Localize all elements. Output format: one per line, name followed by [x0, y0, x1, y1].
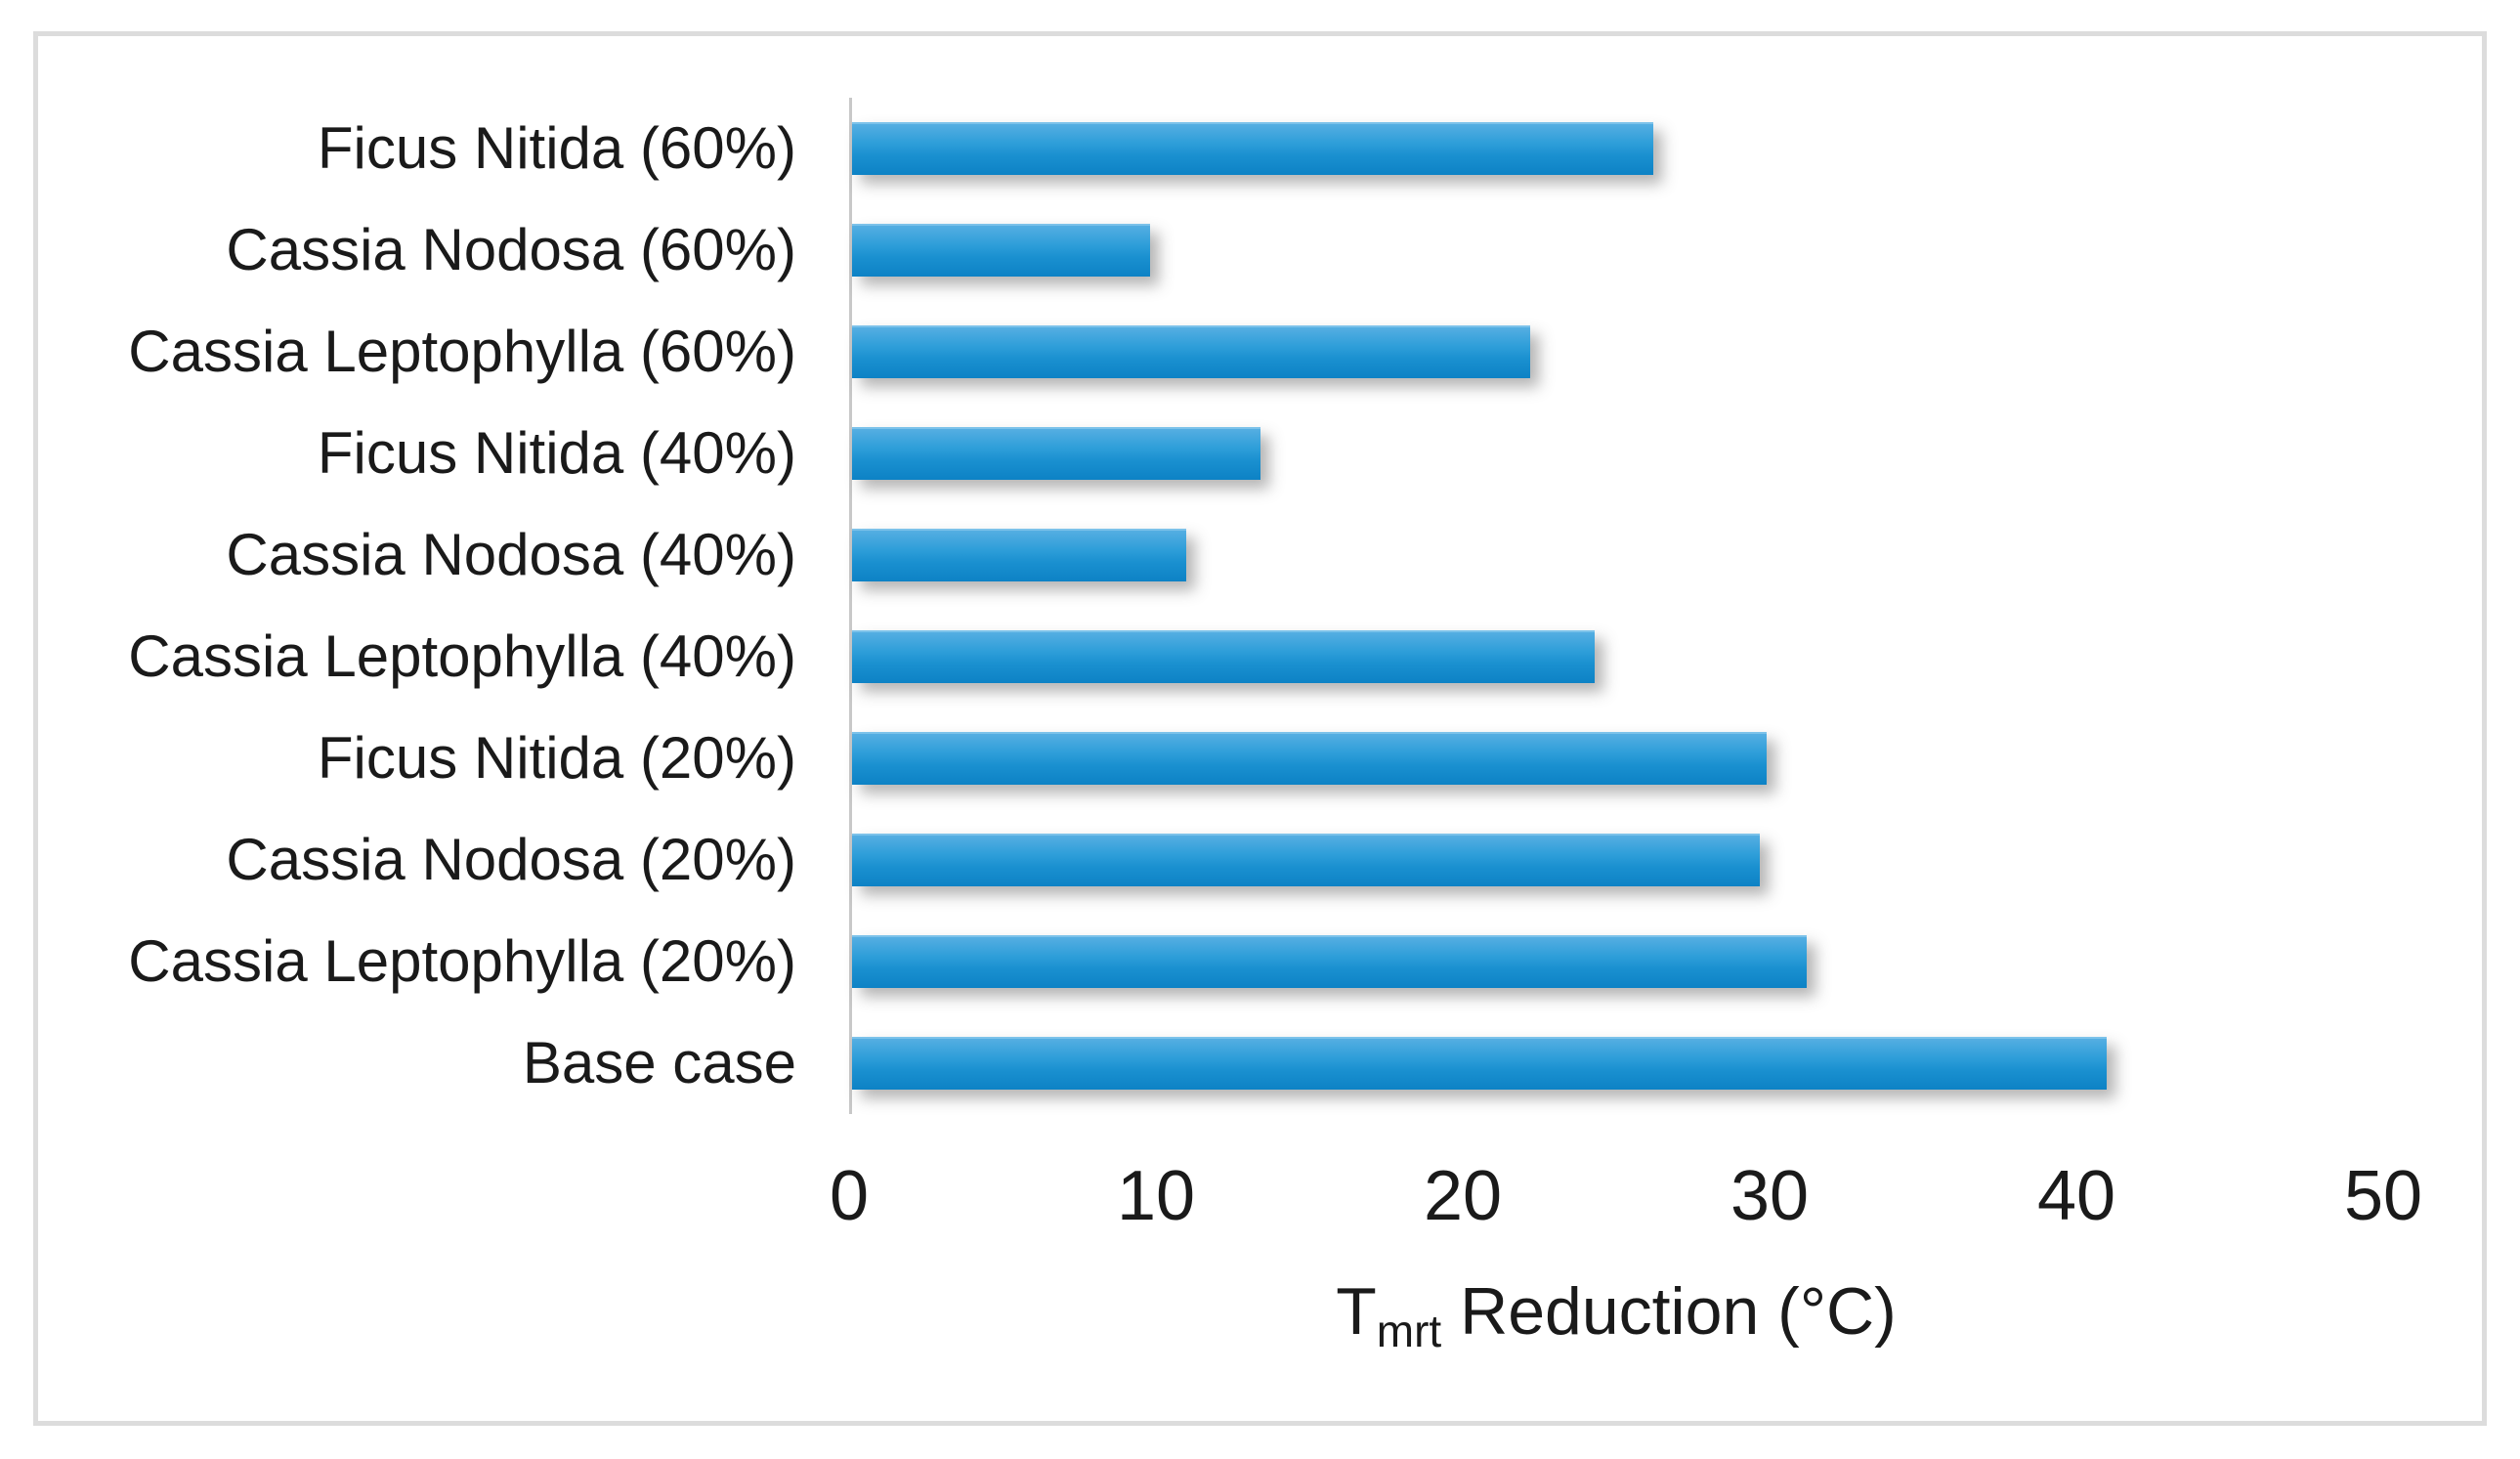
- x-tick-label: 40: [2036, 1157, 2116, 1235]
- plot-area: [849, 98, 2386, 1114]
- x-tick-label: 10: [1116, 1157, 1196, 1235]
- category-axis: Ficus Nitida (60%) Cassia Nodosa (60%) Cas…: [59, 98, 796, 1114]
- bar: [852, 325, 1530, 378]
- bar: [852, 529, 1187, 581]
- category-label: Ficus Nitida (60%): [317, 115, 796, 181]
- category-label: Cassia Leptophylla (60%): [128, 319, 796, 384]
- bar-row: [852, 606, 2386, 708]
- bar: [852, 834, 1761, 886]
- x-tick-label: 20: [1423, 1157, 1503, 1235]
- bar: [852, 122, 1653, 175]
- bar-row: [852, 98, 2386, 199]
- bar-row: [852, 708, 2386, 809]
- x-tick-label: 0: [829, 1157, 870, 1235]
- x-tick-label: 30: [1730, 1157, 1810, 1235]
- bar-row: [852, 1012, 2386, 1114]
- bar: [852, 935, 1807, 988]
- bar: [852, 427, 1260, 480]
- x-tick-label: 50: [2343, 1157, 2423, 1235]
- category-label: Base case: [522, 1030, 796, 1095]
- x-axis-title-sub: mrt: [1376, 1305, 1442, 1356]
- bar: [852, 630, 1595, 683]
- category-label: Ficus Nitida (20%): [317, 725, 796, 791]
- category-label: Cassia Leptophylla (40%): [128, 623, 796, 689]
- bar: [852, 732, 1767, 785]
- bar: [852, 1037, 2108, 1090]
- category-label: Cassia Nodosa (20%): [226, 827, 796, 892]
- bar-row: [852, 809, 2386, 911]
- bar-row: [852, 911, 2386, 1012]
- x-axis-title-main: T: [1336, 1274, 1377, 1349]
- bar-row: [852, 504, 2386, 606]
- x-axis-title-rest: Reduction (°C): [1441, 1274, 1897, 1349]
- x-axis-title: Tmrt Reduction (°C): [849, 1274, 2383, 1356]
- category-label: Cassia Nodosa (60%): [226, 217, 796, 282]
- bar: [852, 224, 1150, 277]
- category-label: Cassia Leptophylla (20%): [128, 928, 796, 994]
- x-axis-ticks: 0 10 20 30 40 50: [830, 1157, 2422, 1249]
- figure-border: [33, 31, 2487, 1426]
- bar-row: [852, 403, 2386, 504]
- bar-row: [852, 199, 2386, 301]
- bar-row: [852, 301, 2386, 403]
- category-label: Cassia Nodosa (40%): [226, 522, 796, 587]
- category-label: Ficus Nitida (40%): [317, 420, 796, 486]
